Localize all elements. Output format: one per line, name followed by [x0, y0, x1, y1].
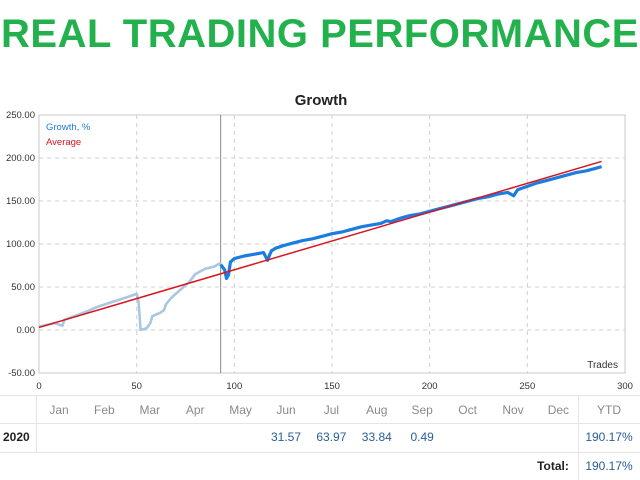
average-line [38, 160, 602, 329]
month-value: 0.49 [410, 430, 434, 444]
month-header: Apr [185, 402, 205, 417]
x-tick-label: 300 [617, 381, 633, 392]
y-tick-label: 150.00 [6, 196, 35, 207]
x-tick-label: 250 [519, 381, 535, 392]
x-tick-label: 0 [36, 381, 41, 392]
month-header: Jan [49, 402, 69, 417]
month-header: Mar [139, 402, 161, 417]
monthly-returns-table: Jan Feb Mar Apr May Jun Jul Aug Sep Oct Nov Dec YTD … [0, 395, 640, 480]
month-value: 63.97 [316, 430, 347, 444]
total-value: 190.17% [585, 459, 633, 473]
months-header-row: Jan Feb Mar Apr May Jun Jul Aug Sep Oct Nov Dec YTD [0, 395, 640, 424]
month-value: 33.84 [361, 430, 392, 444]
month-header: Aug [366, 402, 388, 417]
month-header: Jun [276, 402, 296, 417]
y-tick-label: 200.00 [6, 153, 35, 164]
grid [39, 115, 625, 373]
x-tick-label: 100 [226, 381, 242, 392]
page-title: REAL TRADING PERFORMANCE [1, 12, 639, 56]
month-header: May [229, 402, 252, 417]
y-tick-label: 100.00 [6, 239, 35, 250]
year-row: 31.57 63.97 33.84 0.49 2020 190.17% [0, 422, 640, 453]
ytd-value: 190.17% [585, 430, 633, 444]
growth-line [219, 165, 603, 280]
series-layer [38, 115, 603, 373]
legend: Growth, % Average [46, 122, 91, 148]
y-tick-label: -50.00 [8, 368, 35, 379]
y-tick-label: 50.00 [11, 282, 35, 293]
month-header: Nov [502, 402, 524, 417]
growth-line-history [38, 262, 222, 332]
total-row: Total: 190.17% [0, 452, 640, 480]
x-tick-label: 200 [422, 381, 438, 392]
axis-ticks: 0 50 100 150 200 250 300 -50.00 0.00 50.00 100.00 1… [6, 110, 633, 392]
total-label: Total: [537, 459, 569, 473]
x-tick-label: 50 [131, 381, 142, 392]
month-header: Jul [323, 402, 340, 417]
month-header: Sep [411, 402, 433, 417]
y-tick-label: 0.00 [17, 325, 36, 336]
x-axis-label: Trades [587, 360, 618, 371]
growth-chart: Growth 0 50 100 150 200 250 300 -50.00 0.00 50.00… [6, 92, 633, 392]
x-tick-label: 150 [324, 381, 340, 392]
y-tick-label: 250.00 [6, 110, 35, 121]
month-header: Dec [547, 402, 570, 417]
month-value: 31.57 [270, 430, 302, 444]
month-header: Oct [458, 402, 477, 417]
legend-growth: Growth, % [46, 122, 91, 133]
month-header: Feb [94, 402, 115, 417]
legend-average: Average [46, 137, 81, 148]
ytd-header: YTD [597, 402, 621, 417]
year-label: 2020 [3, 430, 30, 444]
chart-title: Growth [295, 92, 348, 109]
